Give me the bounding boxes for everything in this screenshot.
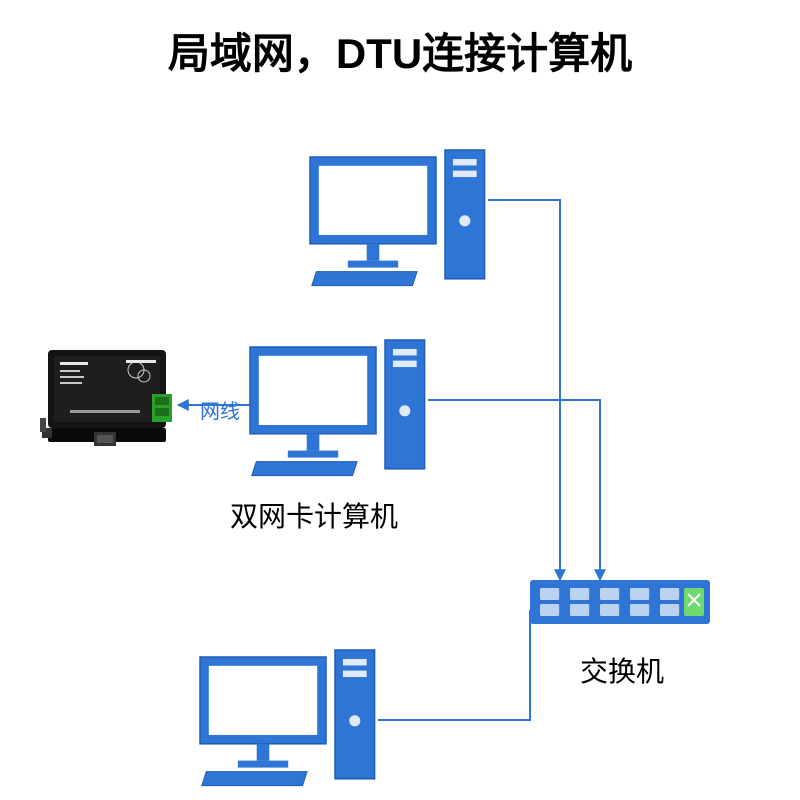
dual-nic-computer-label: 双网卡计算机 xyxy=(230,495,398,535)
connection-pc-mid-to-switch xyxy=(428,400,600,580)
ethernet-cable-label: 网线 xyxy=(200,395,240,424)
computer-pc-bottom xyxy=(200,650,375,786)
computer-pc-top xyxy=(310,150,485,286)
connection-pc-bottom-to-switch xyxy=(378,610,530,720)
connection-pc-top-to-switch xyxy=(488,200,560,580)
diagram-title: 局域网，DTU连接计算机 xyxy=(0,20,800,81)
computer-pc-mid xyxy=(250,340,425,476)
network-switch xyxy=(530,580,710,624)
dtu-device xyxy=(40,340,180,455)
switch-label: 交换机 xyxy=(580,650,664,690)
